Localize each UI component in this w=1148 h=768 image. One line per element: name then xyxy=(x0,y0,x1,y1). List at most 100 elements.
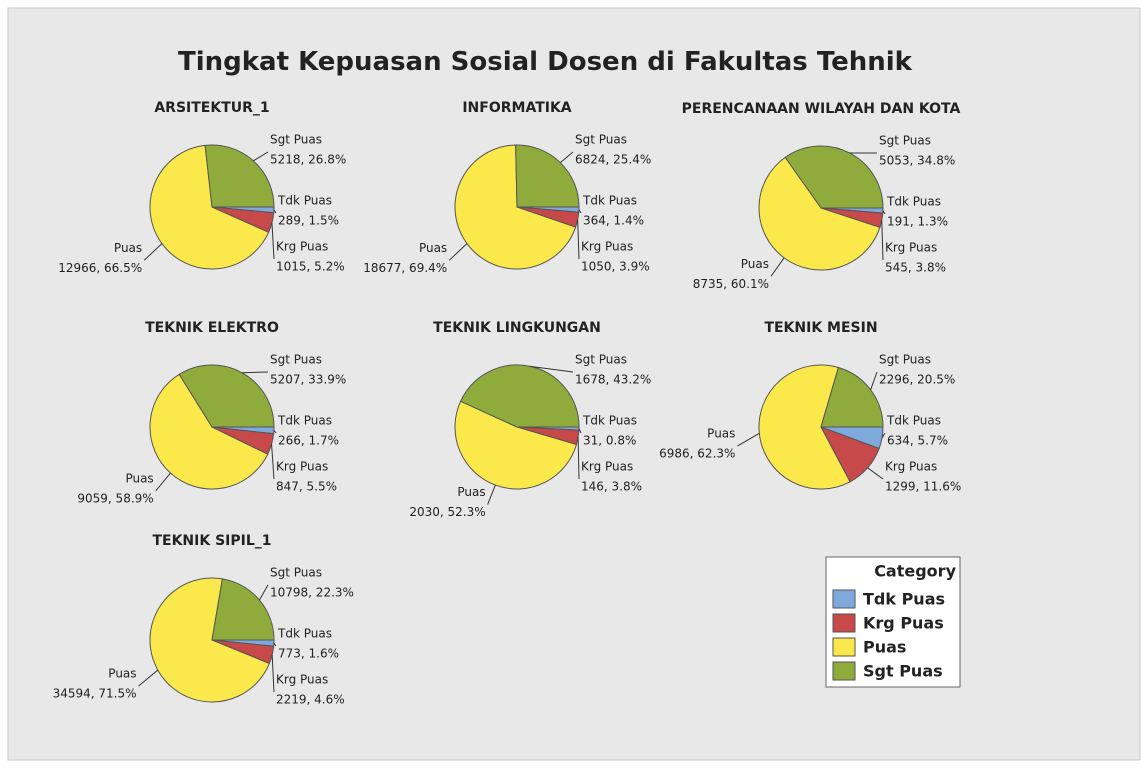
slice-label: 1299, 11.6% xyxy=(885,480,961,494)
slice-category: Sgt Puas xyxy=(270,566,322,580)
legend-entry: Tdk Puas xyxy=(863,590,945,609)
leader-line xyxy=(578,428,582,434)
slice-label: 1015, 5.2% xyxy=(276,260,345,274)
slice-category: Puas xyxy=(108,666,136,680)
slice-category: Tdk Puas xyxy=(277,627,332,641)
leader-line xyxy=(271,654,275,693)
slice-category: Tdk Puas xyxy=(277,194,332,208)
slice-label: 266, 1.7% xyxy=(278,434,339,448)
pie-slice xyxy=(149,144,270,270)
slice-label: 634, 5.7% xyxy=(887,434,948,448)
leader-line xyxy=(881,220,884,261)
slice-category: Sgt Puas xyxy=(879,134,931,148)
pie-slice xyxy=(784,145,884,209)
leader-line xyxy=(155,472,171,492)
leader-line xyxy=(578,209,582,214)
leader-line xyxy=(530,365,574,373)
legend-title: Category xyxy=(874,562,956,581)
slice-category: Krg Puas xyxy=(276,460,328,474)
pie-title: TEKNIK SIPIL_1 xyxy=(152,533,271,549)
slice-label: 34594, 71.5% xyxy=(53,686,137,700)
slice-category: Puas xyxy=(114,241,142,255)
pie-title: TEKNIK MESIN xyxy=(764,320,877,336)
pie-title: ARSITEKTUR_1 xyxy=(154,100,269,116)
legend-entry: Krg Puas xyxy=(863,614,944,633)
slice-category: Krg Puas xyxy=(885,241,937,255)
legend-swatch xyxy=(832,661,856,681)
leader-line xyxy=(258,584,269,601)
pie-slice xyxy=(211,578,275,641)
leader-line xyxy=(867,467,884,480)
slice-label: 146, 3.8% xyxy=(581,480,642,494)
slice-label: 9059, 58.9% xyxy=(77,491,153,505)
leader-line xyxy=(882,210,886,215)
slice-label: 1678, 43.2% xyxy=(575,373,651,387)
leader-line xyxy=(273,430,277,434)
slice-label: 8735, 60.1% xyxy=(693,277,769,291)
slice-label: 6824, 25.4% xyxy=(575,153,651,167)
legend-swatch xyxy=(832,613,856,633)
pie-slice xyxy=(178,364,275,428)
slice-category: Sgt Puas xyxy=(879,353,931,367)
slice-category: Puas xyxy=(457,485,485,499)
pie-slice xyxy=(758,156,881,271)
slice-category: Krg Puas xyxy=(581,240,633,254)
slice-label: 364, 1.4% xyxy=(583,214,644,228)
pie-title: TEKNIK ELEKTRO xyxy=(145,320,279,336)
leader-line xyxy=(271,444,275,480)
legend-swatch xyxy=(832,637,856,657)
slice-category: Puas xyxy=(419,241,447,255)
leader-line xyxy=(577,437,580,480)
pie-slice xyxy=(820,366,884,428)
leader-line xyxy=(737,432,760,447)
slice-label: 2030, 52.3% xyxy=(409,505,485,519)
leader-line xyxy=(770,257,785,277)
slice-category: Sgt Puas xyxy=(270,133,322,147)
slice-category: Krg Puas xyxy=(276,240,328,254)
slice-category: Krg Puas xyxy=(885,460,937,474)
slice-label: 12966, 66.5% xyxy=(58,261,142,275)
slice-label: 5218, 26.8% xyxy=(270,153,346,167)
leader-line xyxy=(560,151,574,164)
legend-entry: Puas xyxy=(863,638,906,657)
slice-label: 6986, 62.3% xyxy=(659,447,735,461)
slice-category: Tdk Puas xyxy=(886,414,941,428)
slice-category: Tdk Puas xyxy=(886,195,941,209)
slice-category: Puas xyxy=(741,257,769,271)
slice-category: Krg Puas xyxy=(581,460,633,474)
slice-label: 1050, 3.9% xyxy=(581,260,650,274)
slice-label: 5207, 33.9% xyxy=(270,373,346,387)
slice-category: Sgt Puas xyxy=(575,133,627,147)
pie-title: INFORMATIKA xyxy=(462,100,571,116)
slice-category: Puas xyxy=(707,427,735,441)
leader-line xyxy=(487,484,496,505)
leader-line xyxy=(881,432,886,439)
leader-line xyxy=(273,209,277,214)
slice-label: 31, 0.8% xyxy=(583,434,636,448)
leader-line xyxy=(143,243,163,261)
slice-label: 773, 1.6% xyxy=(278,647,339,661)
slice-category: Tdk Puas xyxy=(277,414,332,428)
slice-label: 545, 3.8% xyxy=(885,261,946,275)
slice-category: Sgt Puas xyxy=(575,353,627,367)
chart-title: Tingkat Kepuasan Sosial Dosen di Fakulta… xyxy=(178,47,913,77)
slice-category: Tdk Puas xyxy=(582,414,637,428)
slice-label: 191, 1.3% xyxy=(887,215,948,229)
pie-slice xyxy=(149,373,269,490)
slice-category: Puas xyxy=(125,471,153,485)
pie-slice xyxy=(758,364,851,490)
leader-line xyxy=(577,219,580,260)
pie-slice xyxy=(454,144,577,270)
slice-label: 2296, 20.5% xyxy=(879,373,955,387)
legend-swatch xyxy=(832,589,856,609)
slice-label: 5053, 34.8% xyxy=(879,154,955,168)
leader-line xyxy=(253,151,269,162)
pie-title: PERENCANAAN WILAYAH DAN KOTA xyxy=(682,101,961,117)
slice-label: 289, 1.5% xyxy=(278,214,339,228)
leader-line xyxy=(273,642,277,647)
legend-entry: Sgt Puas xyxy=(863,662,943,681)
leader-line xyxy=(448,243,468,261)
leader-line xyxy=(870,371,878,390)
slice-label: 2219, 4.6% xyxy=(276,693,345,707)
